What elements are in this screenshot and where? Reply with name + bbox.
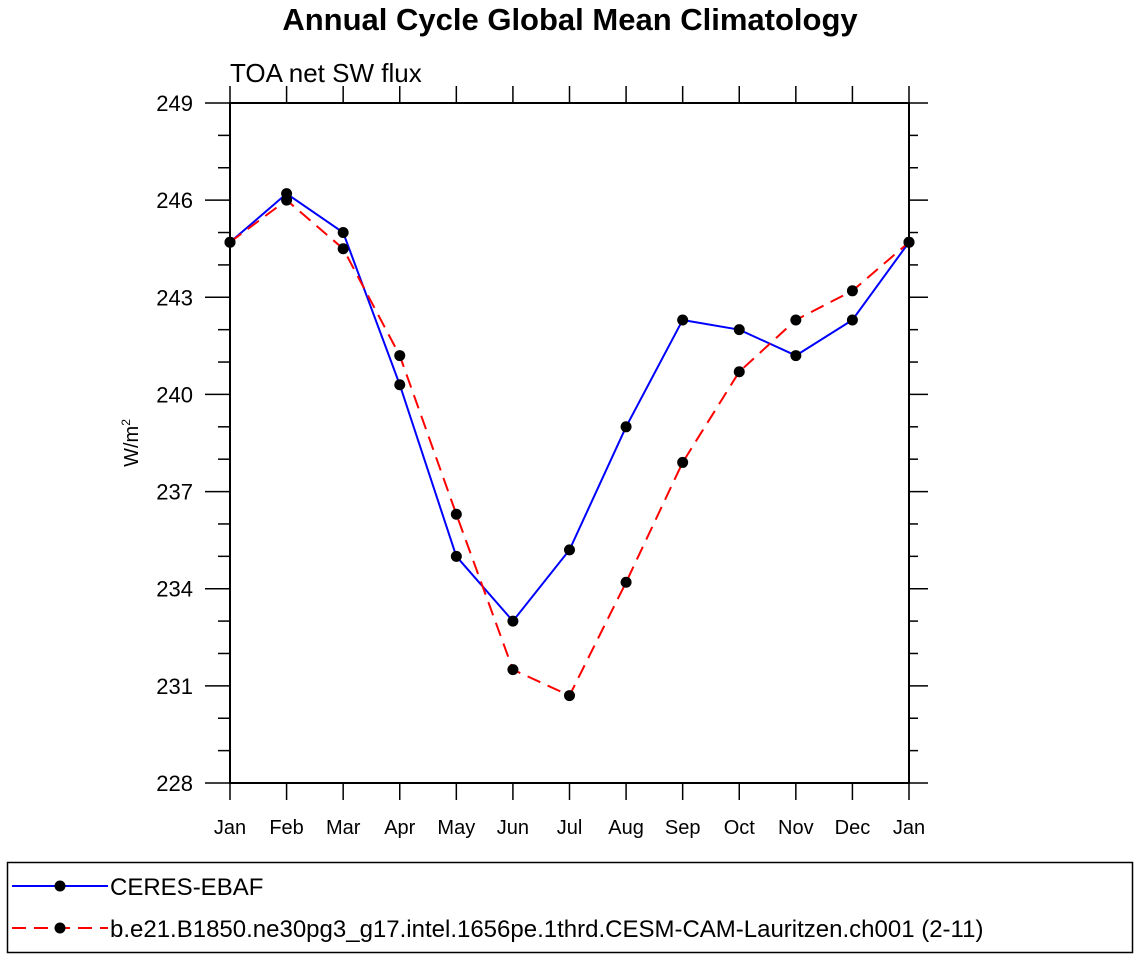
x-tick-label: Mar [326,817,361,839]
x-tick-label: Apr [384,817,415,839]
data-point-series-0 [394,379,406,391]
data-point-series-1 [620,576,632,588]
y-axis-label: W/m2 [119,419,143,467]
data-point-series-1 [564,690,575,702]
data-point-series-1 [281,194,293,206]
series-line-1 [229,198,910,697]
x-tick-label: May [437,817,475,839]
y-tick-label: 228 [156,771,193,796]
y-tick-label: 240 [156,382,193,407]
chart-subtitle: TOA net SW flux [230,58,422,88]
x-tick-label: Dec [835,817,871,839]
x-tick-label: Jan [893,817,925,839]
legend-label-1: b.e21.B1850.ne30pg3_g17.intel.1656pe.1th… [110,916,983,943]
data-point-series-1 [507,664,519,676]
legend-marker-1 [54,922,66,934]
legend-label-0: CERES-EBAF [110,874,263,901]
y-tick-label: 249 [156,91,193,116]
data-point-series-1 [903,236,915,248]
series-line-0 [229,192,910,623]
y-tick-label: 243 [156,285,193,310]
x-tick-label: Jun [497,817,529,839]
data-point-series-0 [564,544,575,556]
data-point-series-0 [620,421,632,433]
data-point-series-0 [337,227,349,239]
x-tick-label: Nov [778,817,814,839]
legend-marker-0 [54,880,66,892]
legend-box [6,861,1134,954]
y-tick-label: 234 [156,577,193,602]
data-point-series-1 [733,366,745,378]
data-point-series-1 [846,285,858,297]
chart-title: Annual Cycle Global Mean Climatology [282,2,858,37]
data-point-series-1 [677,456,689,468]
data-point-series-1 [394,350,406,362]
y-axis-label-superscript: 2 [119,419,133,426]
data-point-series-1 [790,314,802,326]
data-point-series-0 [733,324,745,336]
x-tick-label: Aug [608,817,644,839]
x-tick-label: Oct [724,817,756,839]
y-tick-label: 231 [156,674,193,699]
x-tick-label: Feb [269,817,303,839]
data-point-series-0 [507,615,519,627]
x-tick-label: Jan [214,817,246,839]
data-point-series-0 [677,314,689,326]
data-point-series-0 [790,350,802,362]
data-point-series-1 [224,236,236,248]
x-tick-label: Sep [665,817,701,839]
x-tick-label: Jul [557,817,583,839]
data-point-series-0 [846,314,858,326]
y-tick-label: 246 [156,188,193,213]
data-point-series-1 [450,508,462,520]
data-point-series-0 [450,550,462,562]
data-point-series-1 [337,243,349,255]
y-tick-label: 237 [156,480,193,505]
plot-frame [229,102,910,784]
